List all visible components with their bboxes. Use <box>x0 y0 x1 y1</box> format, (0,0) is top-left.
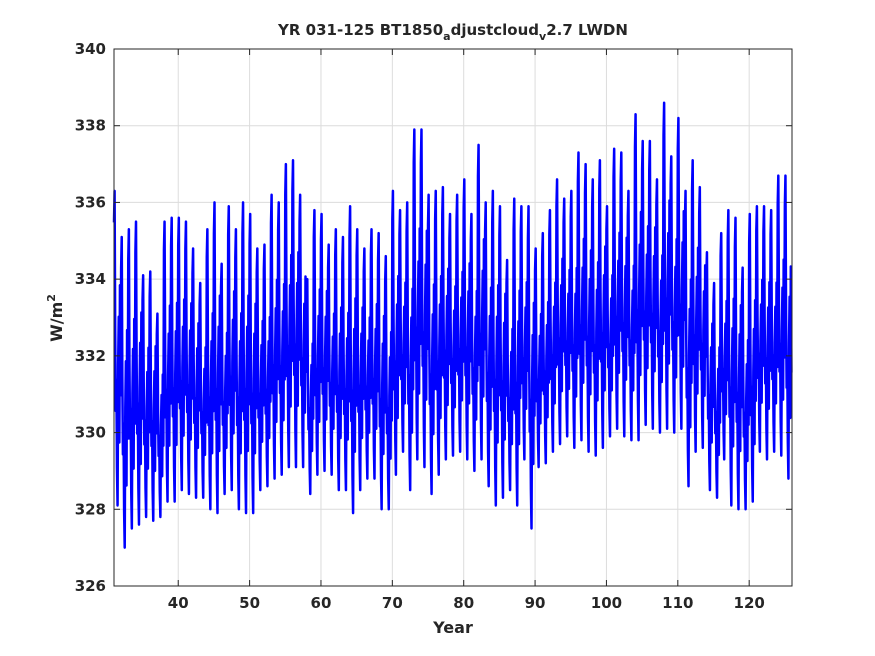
y-tick-label: 326 <box>75 577 106 595</box>
y-tick-label: 336 <box>75 193 106 211</box>
plot-frame <box>113 48 793 587</box>
x-tick-label: 100 <box>591 594 622 612</box>
x-tick-label: 70 <box>382 594 403 612</box>
x-axis-ticks: 40 50 60 70 80 90 100 110 120 <box>168 49 765 612</box>
y-tick-label: 332 <box>75 347 106 365</box>
x-tick-label: 40 <box>168 594 189 612</box>
x-axis-label: Year <box>432 618 473 637</box>
x-tick-label: 60 <box>311 594 332 612</box>
chart-title: YR 031-125 BT1850adjustcloudv2.7 LWDN <box>277 21 628 43</box>
data-layer <box>112 101 793 549</box>
y-tick-label: 330 <box>75 424 106 442</box>
y-tick-label: 340 <box>75 40 106 58</box>
series-line <box>112 101 793 549</box>
y-tick-label: 334 <box>75 270 106 288</box>
x-tick-label: 110 <box>662 594 693 612</box>
x-tick-label: 80 <box>453 594 474 612</box>
x-tick-label: 50 <box>239 594 260 612</box>
x-tick-label: 90 <box>525 594 546 612</box>
y-axis-ticks: 326 328 330 332 334 336 338 340 <box>75 40 792 595</box>
x-tick-label: 120 <box>734 594 765 612</box>
y-axis-label: W/m2 <box>45 294 66 342</box>
y-tick-label: 338 <box>75 117 106 135</box>
y-tick-label: 328 <box>75 500 106 518</box>
